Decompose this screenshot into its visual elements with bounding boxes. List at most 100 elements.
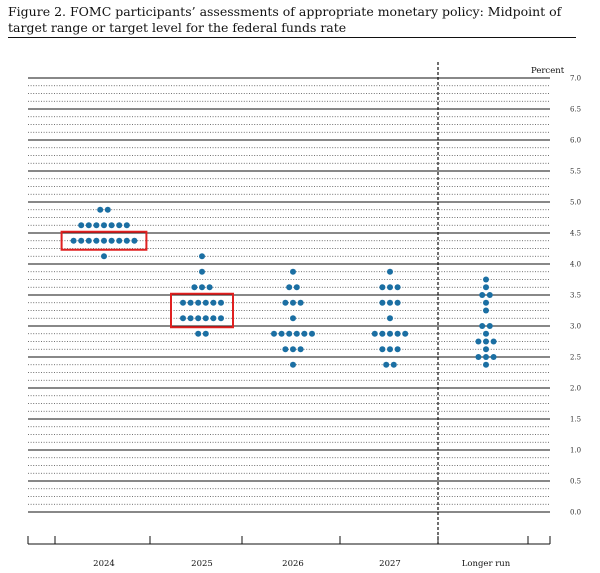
participant-dot: [293, 330, 300, 337]
participant-dot: [104, 206, 111, 213]
x-category-label: 2025: [191, 559, 213, 569]
x-category-label: 2027: [379, 559, 401, 569]
participant-dot: [202, 315, 209, 322]
participant-dot: [271, 330, 277, 337]
participant-dot: [108, 222, 115, 229]
participant-dot: [85, 237, 92, 244]
participant-dot: [387, 346, 393, 353]
x-category-label: Longer run: [462, 559, 511, 569]
participant-dot: [483, 361, 489, 368]
participant-dot: [483, 299, 489, 306]
participant-dot: [123, 222, 130, 229]
participant-dot: [290, 299, 296, 306]
participant-dot: [202, 299, 209, 306]
y-axis-unit-label: Percent: [531, 66, 565, 76]
x-category-label: 2026: [282, 559, 304, 569]
y-tick-label: 4.0: [570, 261, 581, 269]
y-tick-label: 0.5: [570, 478, 581, 486]
participant-dot: [475, 338, 482, 345]
participant-dot: [191, 284, 198, 291]
x-category-label: 2024: [93, 559, 115, 569]
participant-dot: [278, 330, 285, 337]
participant-dot: [483, 346, 489, 353]
participant-dot: [101, 222, 107, 229]
participant-dot: [131, 237, 138, 244]
participant-dot: [379, 330, 386, 337]
participant-dot: [293, 284, 300, 291]
participant-dot: [108, 237, 115, 244]
y-tick-label: 1.0: [570, 447, 581, 455]
participant-dot: [394, 299, 401, 306]
participant-dot: [101, 237, 107, 244]
y-tick-label: 2.5: [570, 354, 581, 362]
participant-dot: [379, 299, 386, 306]
figure-caption: Figure 2. FOMC participants’ assessments…: [8, 4, 562, 35]
participant-dot: [394, 330, 401, 337]
y-tick-label: 6.0: [570, 137, 581, 145]
participant-dot: [383, 361, 390, 368]
participant-dot: [297, 346, 304, 353]
participant-dot: [309, 330, 315, 337]
caption-rule: [8, 37, 576, 38]
participant-dot: [218, 315, 224, 322]
participant-dot: [187, 315, 194, 322]
participant-dot: [390, 361, 397, 368]
y-tick-label: 4.5: [570, 230, 581, 238]
participant-dot: [210, 315, 217, 322]
participant-dot: [387, 315, 393, 322]
participant-dot: [301, 330, 308, 337]
participant-dot: [195, 299, 202, 306]
participant-dot: [483, 276, 489, 283]
participant-dot: [483, 330, 489, 337]
y-tick-label: 7.0: [570, 75, 581, 83]
participant-dot: [286, 284, 293, 291]
participant-dot: [486, 292, 493, 298]
participant-dot: [210, 299, 217, 306]
participant-dot: [195, 330, 202, 337]
y-tick-label: 3.0: [570, 323, 581, 331]
participant-dot: [180, 315, 186, 322]
participant-dot: [195, 315, 202, 322]
y-tick-label: 5.0: [570, 199, 581, 207]
participant-dot: [180, 299, 186, 306]
participant-dot: [70, 237, 77, 244]
participant-dot: [379, 284, 386, 291]
y-tick-label: 1.5: [570, 416, 581, 424]
participant-dot: [387, 268, 393, 275]
participant-dot: [479, 292, 486, 298]
participant-dot: [218, 299, 224, 306]
participant-dot: [206, 284, 213, 291]
participant-dot: [101, 253, 107, 260]
participant-dot: [97, 206, 104, 213]
participant-dot: [371, 330, 378, 337]
y-tick-label: 0.0: [570, 509, 581, 517]
participant-dot: [290, 361, 296, 368]
participant-dot: [282, 299, 289, 306]
participant-dot: [475, 354, 482, 360]
highlight-box: [170, 292, 234, 329]
participant-dot: [116, 237, 123, 244]
participant-dot: [282, 346, 289, 353]
participant-dot: [199, 253, 205, 260]
participant-dot: [202, 330, 209, 337]
participant-dot: [486, 323, 493, 329]
participant-dot: [490, 338, 497, 345]
participant-dot: [85, 222, 92, 229]
highlight-box: [60, 230, 148, 251]
participant-dot: [402, 330, 409, 337]
participant-dot: [290, 346, 296, 353]
y-tick-label: 6.5: [570, 106, 581, 114]
participant-dot: [290, 268, 296, 275]
participant-dot: [199, 268, 205, 275]
participant-dot: [387, 284, 393, 291]
participant-dot: [116, 222, 123, 229]
participant-dot: [187, 299, 194, 306]
participant-dot: [479, 323, 486, 329]
participant-dot: [93, 222, 100, 229]
participant-dot: [387, 299, 393, 306]
participant-dot: [483, 307, 489, 314]
y-tick-label: 2.0: [570, 385, 581, 393]
participant-dot: [93, 237, 100, 244]
participant-dot: [297, 299, 304, 306]
